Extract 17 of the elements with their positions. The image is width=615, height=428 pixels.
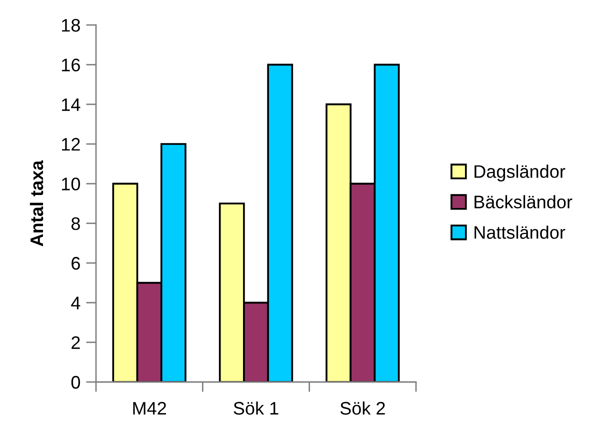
y-tick-label: 6 — [72, 256, 80, 270]
x-tick-label: Sök 1 — [234, 401, 278, 415]
y-tick-label: 2 — [72, 336, 80, 349]
legend-label: Nattsländor — [474, 226, 566, 239]
y-tick-label: 12 — [62, 138, 80, 151]
y-tick-label: 8 — [71, 217, 80, 230]
y-tick-label: 16 — [62, 58, 80, 72]
y-tick-label: 4 — [71, 296, 80, 310]
x-tick-label: Sök 2 — [340, 401, 385, 415]
y-tick-label: 10 — [62, 178, 80, 190]
x-tick-label: M42 — [133, 402, 166, 415]
legend-label: Dagsländor — [474, 164, 566, 182]
y-tick-label: 0 — [71, 376, 80, 389]
y-axis-title: Antal taxa — [30, 160, 44, 246]
y-tick-label: 18 — [62, 18, 80, 32]
y-tick-label: 14 — [62, 98, 80, 111]
legend-label: Bäcksländor — [474, 195, 572, 208]
